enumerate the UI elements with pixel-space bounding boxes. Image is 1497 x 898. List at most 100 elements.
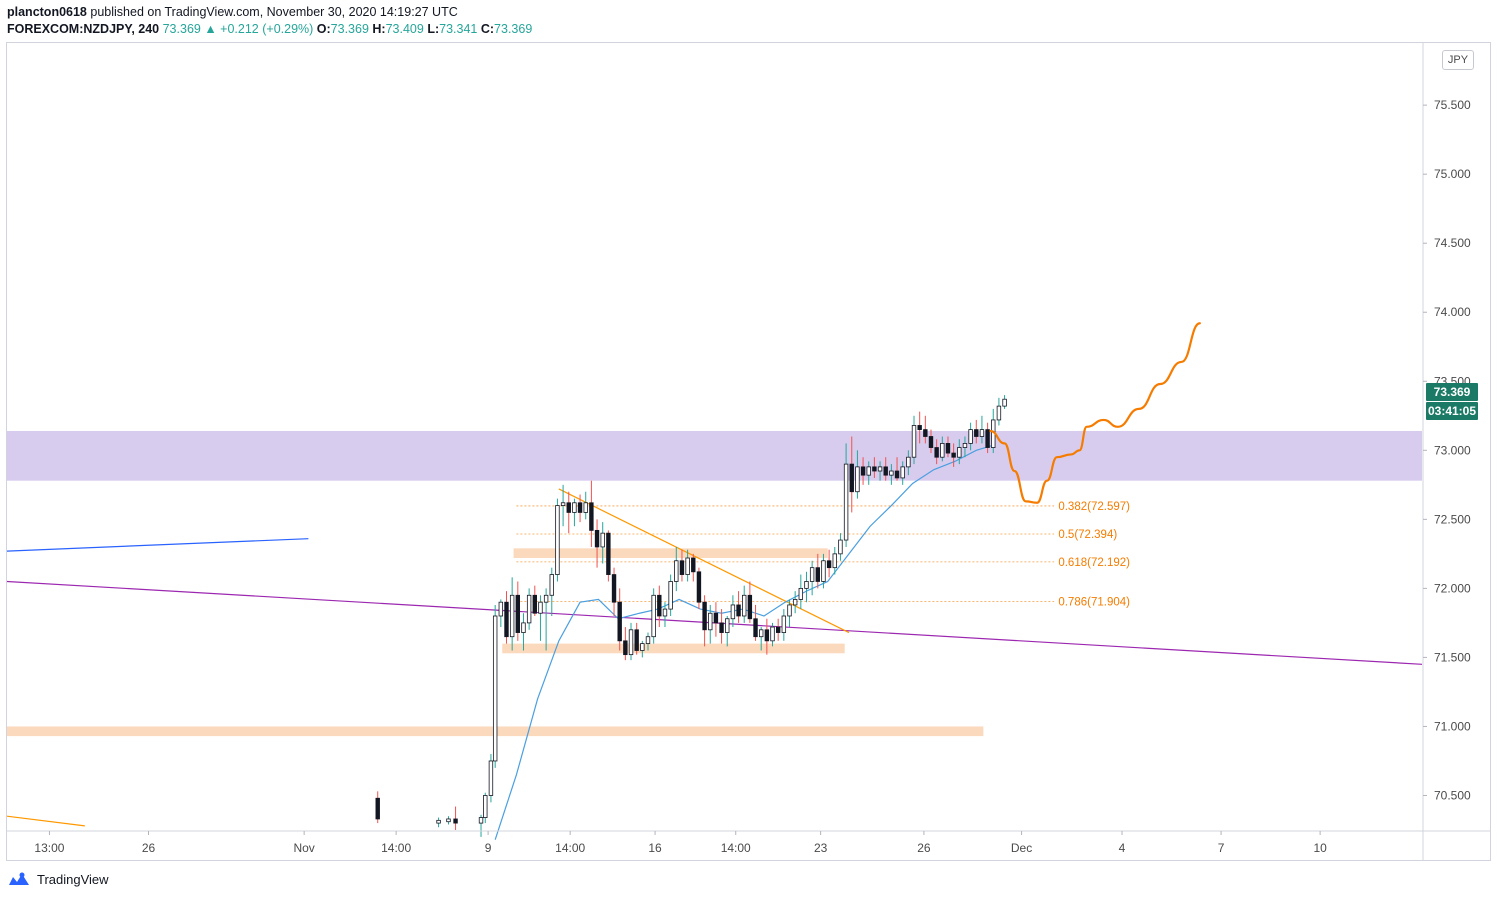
candle bbox=[736, 591, 741, 623]
candle bbox=[645, 632, 651, 651]
candle bbox=[764, 618, 770, 655]
candle-body bbox=[979, 429, 985, 437]
candle-body bbox=[928, 436, 934, 448]
candle-body bbox=[889, 470, 894, 476]
candle-body bbox=[674, 560, 679, 582]
candle bbox=[600, 522, 605, 564]
candle-body bbox=[934, 447, 939, 458]
trendlines-layer bbox=[6, 488, 1423, 827]
candle bbox=[577, 494, 583, 523]
candle-body bbox=[600, 532, 605, 548]
candles-layer bbox=[375, 395, 1007, 837]
candle-body bbox=[974, 429, 979, 437]
candle bbox=[375, 791, 380, 824]
candle-body bbox=[662, 608, 668, 617]
author-name[interactable]: plancton0618 bbox=[7, 5, 87, 19]
open-label: O: bbox=[316, 22, 331, 36]
candle-body bbox=[509, 594, 515, 638]
candle-body bbox=[775, 626, 781, 633]
candle-body bbox=[645, 636, 651, 645]
candle bbox=[504, 591, 509, 644]
candle-body bbox=[668, 581, 673, 610]
candle bbox=[911, 415, 917, 465]
time-tick-label: 13:00 bbox=[34, 841, 64, 855]
candle-body bbox=[985, 429, 990, 448]
candle bbox=[872, 457, 877, 478]
price-change: ▲ +0.212 (+0.29%) bbox=[204, 22, 314, 36]
candle bbox=[832, 546, 837, 575]
candle-body bbox=[787, 604, 792, 617]
candle-body bbox=[957, 447, 962, 458]
candle bbox=[809, 560, 815, 596]
candle-body bbox=[951, 452, 956, 458]
candle-body bbox=[719, 622, 724, 633]
candle bbox=[821, 553, 826, 589]
price-tick-label: 75.000 bbox=[1434, 167, 1471, 181]
candle bbox=[974, 419, 979, 444]
candle bbox=[860, 457, 866, 485]
currency-button[interactable]: JPY bbox=[1442, 50, 1474, 70]
symbol-name: FOREXCOM:NZDJPY, 240 bbox=[7, 22, 160, 36]
candle bbox=[877, 461, 883, 481]
candle-body bbox=[883, 466, 888, 476]
candle bbox=[651, 588, 656, 644]
candle-body bbox=[483, 795, 488, 818]
time-tick-label: 26 bbox=[142, 841, 156, 855]
candle bbox=[572, 498, 577, 527]
candle bbox=[679, 549, 685, 582]
open-value: 73.369 bbox=[330, 22, 369, 36]
candle-body bbox=[577, 502, 583, 513]
candle bbox=[640, 640, 645, 658]
time-tick-label: 7 bbox=[1218, 841, 1225, 855]
candle-body bbox=[1002, 398, 1007, 407]
candle-body bbox=[594, 529, 600, 548]
chart-frame[interactable] bbox=[6, 42, 1491, 861]
candle-body bbox=[583, 502, 588, 513]
low-label: L: bbox=[427, 22, 440, 36]
candle bbox=[674, 546, 679, 592]
candle bbox=[775, 618, 781, 641]
fib-label-0: 0.382(72.597) bbox=[1058, 501, 1130, 513]
candle-body bbox=[634, 629, 639, 651]
candle bbox=[934, 439, 939, 465]
candle-body bbox=[753, 618, 758, 638]
candle-body bbox=[543, 594, 549, 603]
tradingview-logo-icon[interactable] bbox=[7, 871, 31, 887]
time-tick-label: 14:00 bbox=[721, 841, 751, 855]
candle-body bbox=[725, 618, 730, 633]
candle bbox=[713, 602, 719, 637]
current-price-badge: 73.369 bbox=[1426, 383, 1478, 401]
candle bbox=[792, 591, 798, 614]
orange-zone-1 bbox=[513, 548, 828, 559]
candle bbox=[509, 577, 515, 651]
candle bbox=[787, 599, 792, 628]
candle bbox=[996, 397, 1002, 426]
candle bbox=[770, 622, 775, 647]
candle-body bbox=[781, 615, 787, 633]
price-tick-label: 73.000 bbox=[1434, 443, 1471, 457]
candle-body bbox=[617, 601, 622, 642]
footer-brand[interactable]: TradingView bbox=[37, 871, 109, 887]
candle bbox=[838, 533, 843, 561]
candle-body bbox=[906, 456, 911, 468]
candle-body bbox=[855, 466, 860, 493]
candle-body bbox=[651, 594, 656, 638]
candle-body bbox=[826, 560, 832, 569]
countdown-badge: 03:41:05 bbox=[1426, 402, 1478, 420]
candle bbox=[753, 604, 758, 641]
time-tick-label: 4 bbox=[1119, 841, 1126, 855]
candle-body bbox=[549, 574, 554, 596]
candle bbox=[962, 436, 968, 458]
candle-body bbox=[849, 463, 854, 493]
candle bbox=[815, 553, 820, 589]
candle bbox=[555, 498, 560, 582]
candle bbox=[719, 609, 724, 644]
candle-body bbox=[758, 629, 764, 638]
candle bbox=[549, 567, 554, 616]
fib-label-2: 0.618(72.192) bbox=[1058, 557, 1130, 569]
candle bbox=[483, 792, 488, 824]
price-tick-label: 71.500 bbox=[1434, 650, 1471, 664]
candle bbox=[628, 622, 634, 661]
candle bbox=[940, 436, 945, 462]
